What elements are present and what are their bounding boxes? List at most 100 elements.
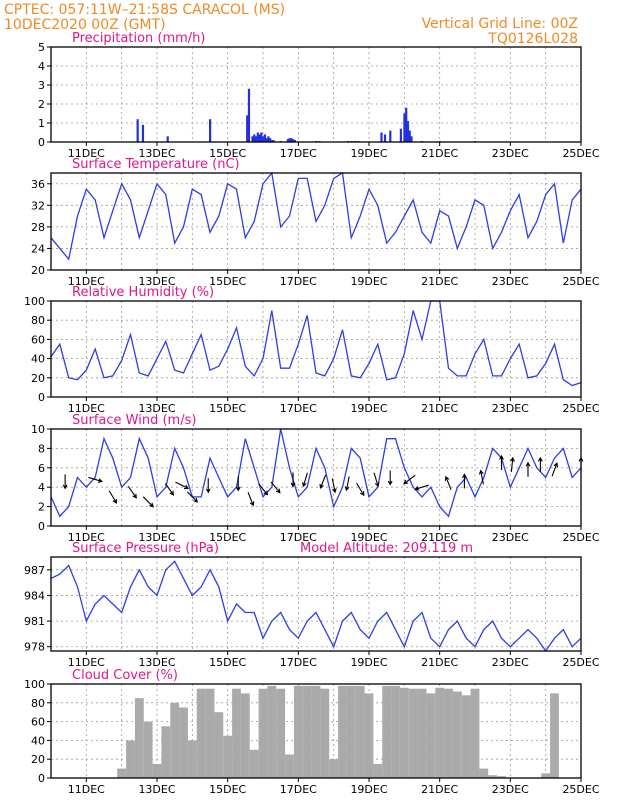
humidity-ytick-label: 60 — [31, 333, 45, 346]
wind-arrow — [127, 485, 137, 499]
precip-bar — [270, 140, 274, 142]
precip-bar — [389, 130, 392, 142]
precip-bar — [380, 132, 383, 142]
precip-bar — [290, 138, 293, 142]
cloud-bar — [170, 702, 180, 778]
panels: Precipitation (mm/h) 0 1 2 3 4 5 11DEC 13DEC 15DE… — [24, 31, 600, 796]
wind-xtick-label: 19DEC — [350, 531, 387, 544]
cloud-bar — [417, 688, 427, 778]
wind-title: Surface Wind (m/s) — [72, 413, 196, 428]
humidity-ytick-label: 20 — [31, 372, 45, 385]
wind-arrow — [387, 470, 393, 486]
cloud-bar — [541, 773, 551, 778]
precip-bar — [260, 132, 263, 142]
temperature-ytick-label: 32 — [31, 199, 45, 212]
pressure-line — [50, 560, 582, 653]
wind-ytick-label: 2 — [38, 501, 45, 514]
precip-xtick-label: 11DEC — [68, 147, 105, 160]
cloud-ytick-label: 100 — [24, 678, 45, 691]
precip-bar — [253, 134, 256, 142]
pressure-ytick-label: 981 — [24, 615, 45, 628]
cloud-bar — [161, 726, 171, 778]
cloud-ytick-label: 20 — [31, 753, 45, 766]
cloud-bar — [355, 685, 365, 778]
cloud-bar — [240, 693, 250, 778]
wind-arrow — [290, 472, 296, 488]
wind-arrow — [444, 475, 452, 491]
pressure-title: Surface Pressure (hPa) — [72, 541, 219, 556]
cloud-bar — [338, 685, 347, 778]
precip-bar — [403, 113, 406, 142]
cloud-bar — [196, 688, 206, 778]
cloud-ytick-label: 80 — [31, 697, 45, 710]
cloud-bar — [267, 685, 277, 778]
temperature-panel: Surface Temperature (nC) 20 24 28 32 36 11DEC 1… — [31, 157, 600, 288]
cloud-bar — [232, 688, 241, 778]
cloud-panel: Cloud Cover (%) 0 20 40 60 80 100 11DEC 13DEC 15D… — [24, 668, 600, 796]
precip-bar — [383, 134, 387, 142]
wind-arrow — [302, 472, 308, 488]
temperature-xtick-label: 17DEC — [280, 275, 317, 288]
pressure-ytick-label: 984 — [24, 589, 45, 602]
wind-ytick-label: 0 — [38, 520, 45, 533]
cloud-bar — [249, 749, 259, 778]
temperature-xtick-label: 13DEC — [138, 275, 175, 288]
wind-arrow — [164, 483, 175, 496]
precip-xtick-label: 17DEC — [280, 147, 317, 160]
cloud-ytick-label: 0 — [38, 772, 45, 785]
precip-bar — [262, 136, 265, 142]
cloud-bar — [488, 775, 498, 778]
pressure-xtick-label: 15DEC — [209, 656, 246, 669]
wind-xtick-label: 17DEC — [280, 531, 317, 544]
humidity-panel: Relative Humidity (%) 0 20 40 60 80 100 11DEC 13… — [24, 285, 600, 415]
wind-arrow — [270, 481, 281, 494]
pressure-frame — [50, 556, 582, 652]
temperature-frame — [50, 172, 582, 271]
precip-bar — [267, 136, 270, 142]
precip-frame — [50, 46, 582, 143]
precip-xtick-label: 23DEC — [492, 147, 529, 160]
cloud-bar — [320, 688, 330, 778]
precip-bar — [269, 138, 272, 142]
humidity-xtick-label: 11DEC — [68, 402, 105, 415]
wind-arrow — [537, 456, 543, 472]
precip-bar — [136, 119, 139, 142]
wind-xtick-label: 21DEC — [421, 531, 458, 544]
cloud-bar — [452, 691, 462, 778]
humidity-xtick-label: 23DEC — [492, 402, 529, 415]
cloud-bar — [346, 685, 356, 778]
precip-bar — [166, 136, 169, 142]
cloud-bar — [444, 688, 453, 778]
cloud-bar — [479, 768, 489, 778]
wind-arrow — [247, 492, 255, 507]
precip-bar — [263, 134, 266, 142]
pressure-ytick-label: 987 — [24, 564, 45, 577]
wind-arrow — [62, 474, 68, 490]
temperature-ytick-label: 36 — [31, 178, 45, 191]
cloud-frame — [50, 683, 582, 779]
cloud-bar — [187, 740, 197, 778]
temperature-xtick-label: 23DEC — [492, 275, 529, 288]
precip-bar — [405, 107, 408, 142]
cloud-bar — [408, 688, 418, 778]
precip-bar — [141, 124, 145, 142]
wind-arrow — [525, 461, 531, 477]
cloud-bar — [426, 693, 436, 778]
humidity-xtick-label: 19DEC — [350, 402, 387, 415]
wind-arrow — [88, 476, 103, 483]
cloud-bar — [258, 688, 268, 778]
model-id: TQ0126L028 — [487, 31, 578, 47]
precip-ytick-label: 4 — [38, 60, 45, 73]
pressure-ytick-label: 978 — [24, 641, 45, 654]
humidity-frame — [50, 300, 582, 398]
cloud-bar — [152, 763, 162, 778]
humidity-line — [50, 300, 582, 387]
wind-arrow — [344, 476, 350, 492]
humidity-xtick-label: 15DEC — [209, 402, 246, 415]
humidity-ytick-label: 0 — [38, 391, 45, 404]
cloud-bar — [373, 763, 383, 778]
pressure-xtick-label: 11DEC — [68, 656, 105, 669]
precip-xtick-label: 21DEC — [421, 147, 458, 160]
precip-bar — [406, 121, 410, 142]
